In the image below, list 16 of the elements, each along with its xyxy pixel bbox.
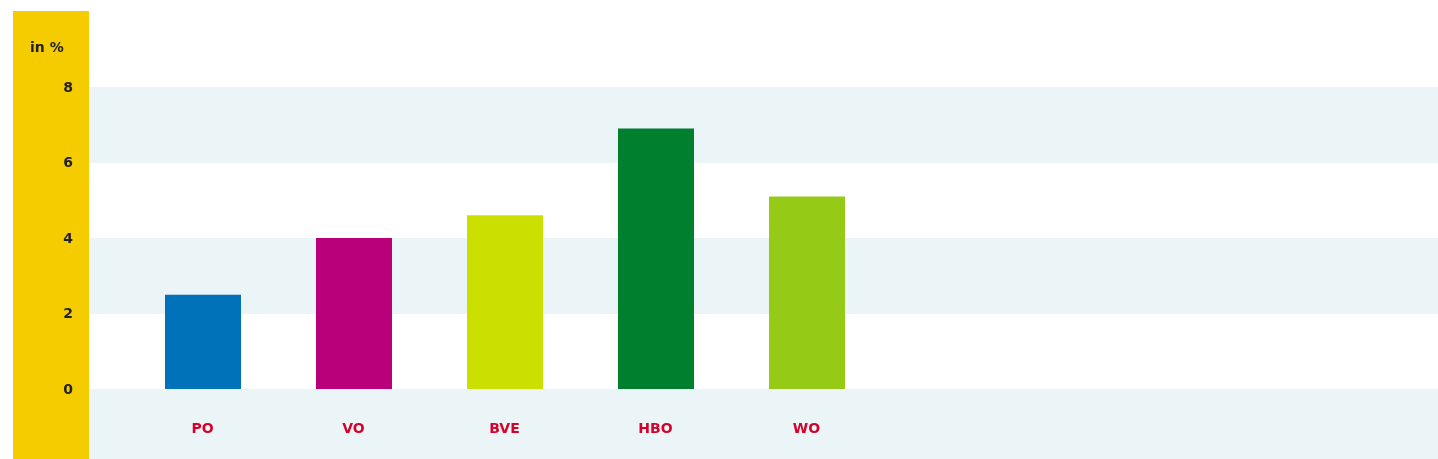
bar bbox=[467, 215, 543, 389]
x-tick-label: WO bbox=[792, 419, 821, 436]
bar bbox=[769, 196, 845, 389]
y-tick-label: 2 bbox=[63, 305, 73, 322]
y-tick-label: 4 bbox=[63, 229, 74, 246]
x-tick-label: BVE bbox=[489, 419, 520, 436]
y-tick-label: 6 bbox=[63, 154, 73, 171]
x-tick-label: HBO bbox=[638, 419, 673, 436]
bar bbox=[316, 238, 392, 389]
bar bbox=[165, 294, 241, 389]
x-tick-label: PO bbox=[191, 419, 214, 436]
x-tick-label: VO bbox=[342, 419, 365, 436]
y-tick-label: 0 bbox=[63, 380, 74, 397]
bar bbox=[618, 128, 694, 389]
y-axis-title: in % bbox=[30, 39, 64, 55]
y-tick-label: 8 bbox=[63, 78, 73, 95]
